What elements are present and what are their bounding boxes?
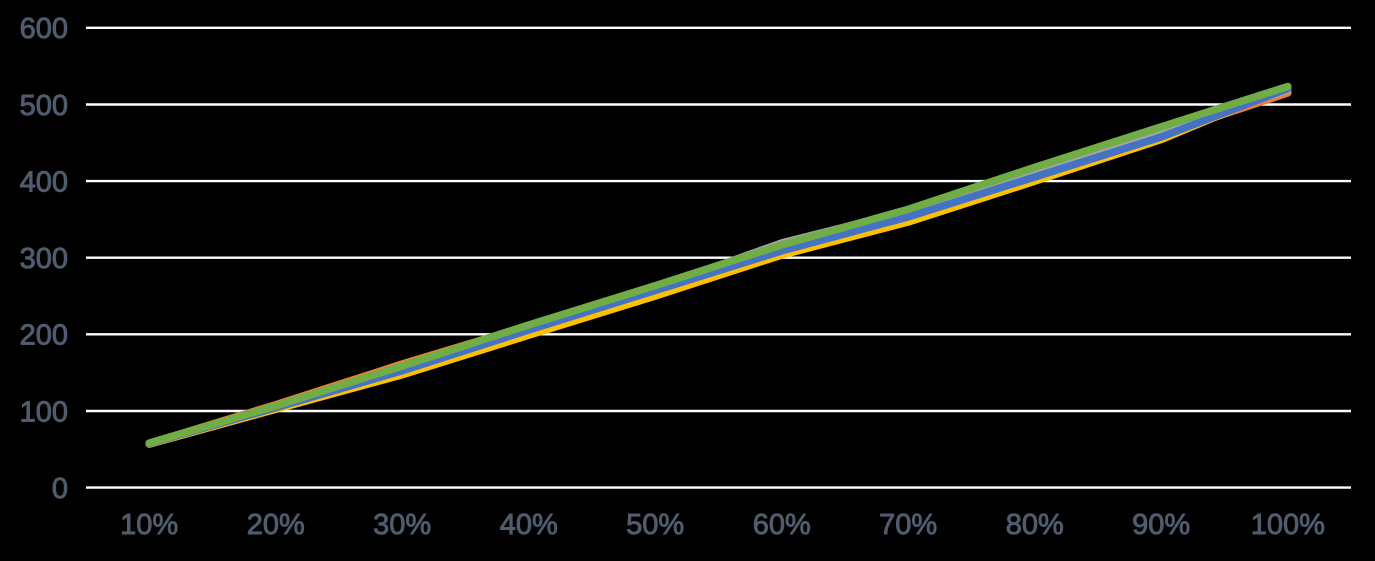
svg-text:100: 100 [20,396,68,428]
svg-text:40%: 40% [500,509,558,541]
svg-text:100%: 100% [1251,509,1325,541]
svg-text:20%: 20% [247,509,305,541]
svg-text:400: 400 [20,167,68,199]
svg-text:10%: 10% [120,509,178,541]
svg-text:60%: 60% [753,509,811,541]
svg-text:500: 500 [20,90,68,122]
svg-text:80%: 80% [1006,509,1064,541]
svg-text:70%: 70% [879,509,937,541]
svg-text:200: 200 [20,320,68,352]
svg-text:600: 600 [20,13,68,45]
svg-text:30%: 30% [373,509,431,541]
svg-text:90%: 90% [1132,509,1190,541]
svg-text:300: 300 [20,243,68,275]
svg-text:50%: 50% [626,509,684,541]
svg-text:0: 0 [52,473,68,505]
